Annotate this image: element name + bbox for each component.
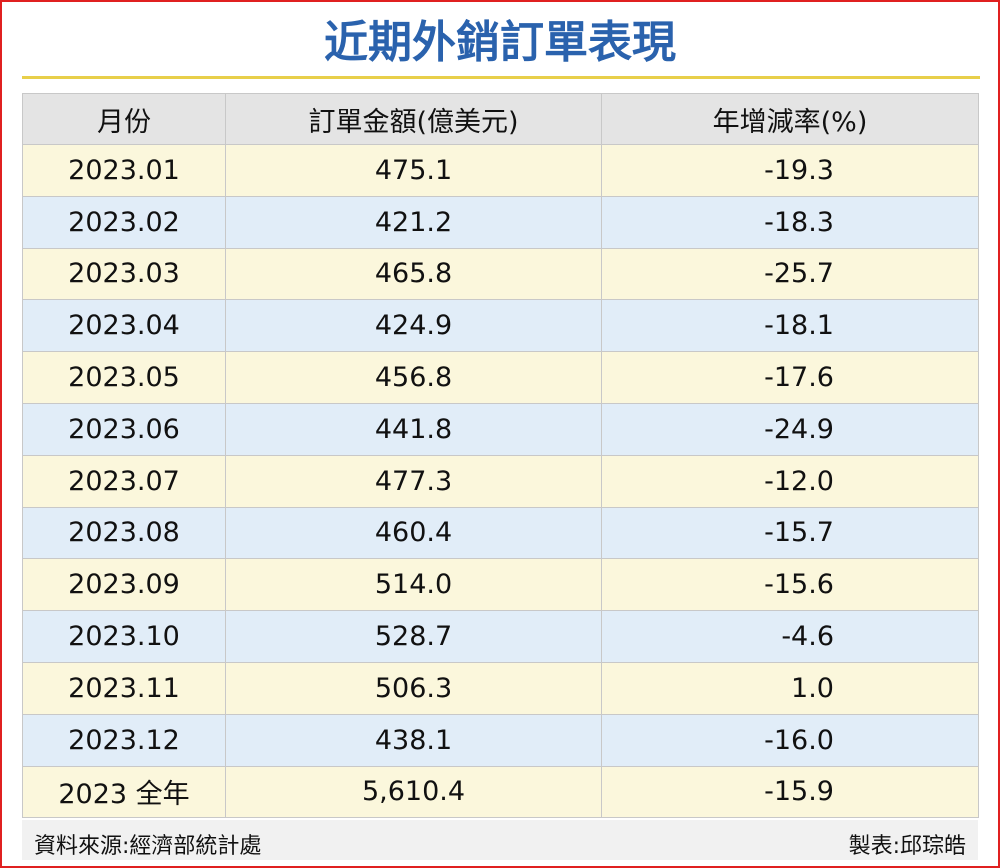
table-row: 2023.05 456.8 -17.6: [22, 351, 979, 404]
table-cell: 1.0: [601, 661, 979, 715]
table-cell: 2023.01: [22, 144, 226, 197]
table-cell: 2023 全年: [22, 765, 226, 819]
table-cell: 506.3: [225, 661, 602, 715]
table-row: 2023.10 528.7 -4.6: [22, 610, 979, 663]
table-cell: -18.3: [601, 195, 979, 249]
table-cell: 477.3: [225, 454, 602, 508]
header-row: 月份 訂單金額(億美元) 年增減率(%): [22, 93, 979, 145]
footer: 資料來源:經濟部統計處 製表:邱琮皓: [22, 820, 978, 860]
table-cell: 2023.08: [22, 506, 226, 560]
table-cell: 475.1: [225, 144, 602, 197]
table-cell: 5,610.4: [225, 765, 602, 819]
title: 近期外銷訂單表現: [324, 17, 676, 68]
table-cell: 2023.02: [22, 195, 226, 249]
data-table: 月份 訂單金額(億美元) 年增減率(%) 2023.01 475.1 -19.3 2023…: [22, 93, 979, 819]
table-row: 2023.04 424.9 -18.1: [22, 299, 979, 353]
table-row: 2023 全年 5,610.4 -15.9: [22, 765, 979, 819]
table-cell: 528.7: [225, 610, 602, 663]
table-row: 2023.09 514.0 -15.6: [22, 558, 979, 612]
table-cell: 2023.06: [22, 402, 226, 456]
table-cell: -17.6: [601, 351, 979, 404]
table-row: 2023.01 475.1 -19.3: [22, 144, 979, 197]
table-cell: 2023.04: [22, 299, 226, 353]
table-row: 2023.12 438.1 -16.0: [22, 713, 979, 767]
table-row: 2023.03 465.8 -25.7: [22, 247, 979, 301]
table-row: 2023.06 441.8 -24.9: [22, 402, 979, 456]
table-cell: -25.7: [601, 247, 979, 301]
table-cell: -12.0: [601, 454, 979, 508]
table-cell: -4.6: [601, 610, 979, 663]
table-cell: 2023.05: [22, 351, 226, 404]
table-cell: 514.0: [225, 558, 602, 612]
table-cell: 2023.11: [22, 661, 226, 715]
table-cell: 456.8: [225, 351, 602, 404]
table-cell: -15.9: [601, 765, 979, 819]
table-row: 2023.11 506.3 1.0: [22, 661, 979, 715]
column-header: 月份: [22, 93, 226, 145]
table-cell: -24.9: [601, 402, 979, 456]
table-row: 2023.07 477.3 -12.0: [22, 454, 979, 508]
table-cell: -19.3: [601, 144, 979, 197]
table-cell: 465.8: [225, 247, 602, 301]
table-cell: 2023.03: [22, 247, 226, 301]
column-header: 年增減率(%): [601, 93, 979, 145]
column-header: 訂單金額(億美元): [225, 93, 602, 145]
table-cell: -15.6: [601, 558, 979, 612]
table-cell: 2023.09: [22, 558, 226, 612]
table-cell: 2023.12: [22, 713, 226, 767]
table-cell: -18.1: [601, 299, 979, 353]
table-cell: 424.9: [225, 299, 602, 353]
title-rule: [22, 76, 980, 79]
table-cell: 2023.07: [22, 454, 226, 508]
table-cell: -15.7: [601, 506, 979, 560]
table-cell: 438.1: [225, 713, 602, 767]
source: 資料來源:經濟部統計處: [34, 834, 262, 859]
credit: 製表:邱琮皓: [848, 834, 966, 859]
table-row: 2023.08 460.4 -15.7: [22, 506, 979, 560]
table-cell: 421.2: [225, 195, 602, 249]
table-cell: 460.4: [225, 506, 602, 560]
table-row: 2023.02 421.2 -18.3: [22, 195, 979, 249]
table-cell: 441.8: [225, 402, 602, 456]
table-cell: 2023.10: [22, 610, 226, 663]
table-cell: -16.0: [601, 713, 979, 767]
